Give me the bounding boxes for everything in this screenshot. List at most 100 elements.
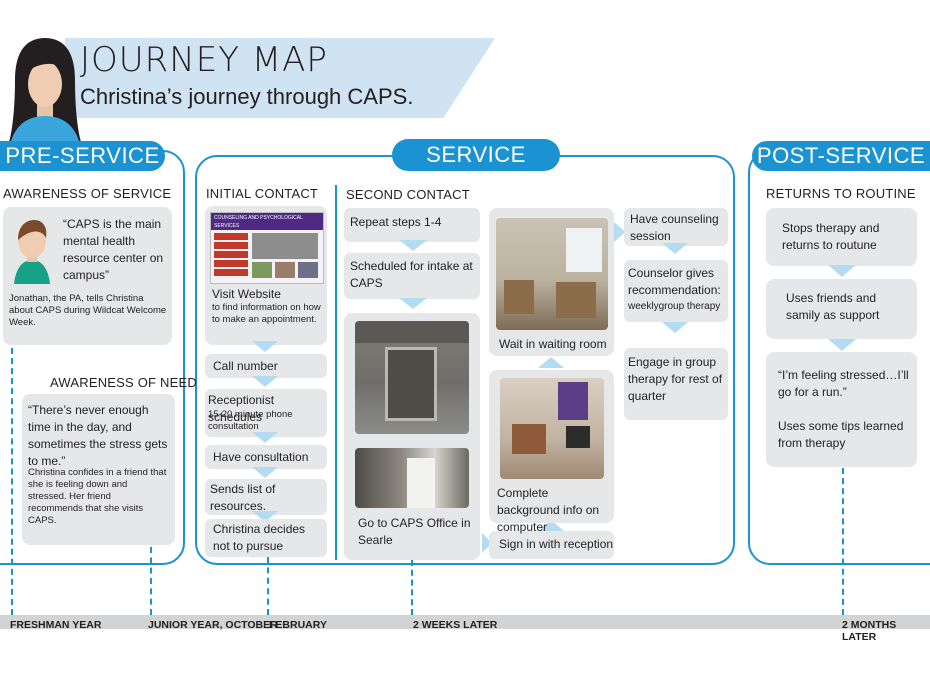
chevron-up-icon — [538, 357, 564, 368]
timeline-marker-3 — [267, 557, 269, 615]
awareness-service-header: AWARENESS OF SERVICE — [3, 186, 172, 201]
repeat-steps-label: Repeat steps 1-4 — [350, 215, 442, 229]
complete-bg-label: Complete background info on computer — [497, 486, 600, 534]
note-friend: Christina confides in a friend that she … — [28, 467, 167, 526]
timeline-marker-4 — [411, 560, 413, 615]
timeline-marker-1 — [11, 348, 13, 615]
second-contact-header: SECOND CONTACT — [346, 187, 470, 202]
waiting-chair-1 — [504, 280, 534, 314]
page-subtitle: Christina’s journey through CAPS. — [80, 84, 414, 109]
scheduled-label: Scheduled for intake at CAPS — [350, 259, 473, 290]
station-monitor — [566, 426, 590, 448]
decides-card: Christina decides not to pursue — [205, 519, 327, 557]
visit-website-card: COUNSELING AND PSYCHOLOGICAL SERVICES Vi… — [205, 206, 327, 345]
sends-list-label: Sends list of resources. — [210, 482, 276, 513]
awareness-need-header: AWARENESS OF NEED — [50, 375, 197, 390]
website-thumb-1 — [252, 262, 272, 278]
chevron-down-icon — [252, 376, 278, 387]
consultation-card: Have consultation — [205, 445, 327, 469]
complete-bg-card: Complete background info on computer — [489, 370, 614, 534]
call-number-card: Call number — [205, 354, 327, 378]
chevron-right-icon — [482, 533, 492, 553]
entrance-door — [385, 347, 437, 421]
timeline-marker-5 — [842, 468, 844, 615]
scheduled-card: Scheduled for intake at CAPS — [344, 253, 480, 299]
timeline-label-junior: JUNIOR YEAR, OCTOBER — [148, 619, 278, 631]
timeline-label-freshman: FRESHMAN YEAR — [10, 619, 102, 631]
receptionist-sub: 15-20 minute phone consultation — [208, 409, 293, 432]
chevron-down-icon — [252, 467, 278, 478]
visit-website-label: Visit Website — [212, 287, 281, 301]
website-menu-5 — [214, 269, 248, 276]
column-divider — [335, 185, 337, 560]
quote-stress: “There’s never enough time in the day, a… — [28, 403, 168, 468]
website-banner: COUNSELING AND PSYCHOLOGICAL SERVICES — [211, 213, 323, 230]
quote-caps: “CAPS is the main mental health resource… — [63, 217, 164, 282]
go-for-run-card: “I’m feeling stressed…I’ll go for a run.… — [766, 352, 917, 467]
website-menu-2 — [214, 242, 248, 249]
chevron-down-icon — [399, 298, 427, 309]
tips-label: Uses some tips learned from therapy — [778, 419, 904, 450]
chevron-right-icon — [614, 222, 625, 242]
timeline-marker-2 — [150, 547, 152, 615]
friends-support-label: Uses friends and samily as support — [786, 291, 880, 322]
caps-entrance-photo — [355, 321, 469, 434]
timeline-label-2weeks: 2 WEEKS LATER — [413, 619, 498, 631]
go-for-run-quote: “I’m feeling stressed…I’ll go for a run.… — [778, 368, 909, 399]
go-to-caps-label: Go to CAPS Office in Searle — [358, 516, 471, 547]
caps-hallway-photo — [355, 448, 469, 508]
chevron-down-icon — [662, 322, 688, 333]
page-title: JOURNEY MAP — [80, 40, 328, 80]
friends-support-card: Uses friends and samily as support — [766, 279, 917, 339]
website-photo — [252, 233, 318, 259]
wait-room-label: Wait in waiting room — [499, 337, 607, 351]
chevron-down-icon — [252, 341, 278, 352]
repeat-steps-card: Repeat steps 1-4 — [344, 208, 480, 242]
note-jonathan: Jonathan, the PA, tells Christina about … — [9, 293, 167, 328]
station-chair — [512, 424, 546, 454]
jonathan-avatar — [14, 220, 50, 284]
recommendation-card: Counselor gives recommendation: weeklygr… — [624, 260, 728, 322]
title-banner — [65, 38, 495, 118]
website-menu-4 — [214, 260, 248, 267]
receptionist-label: Receptionist schedules — [208, 393, 275, 424]
chevron-down-icon — [828, 265, 856, 277]
returns-routine-header: RETURNS TO ROUTINE — [766, 186, 916, 201]
group-therapy-card: Engage in group therapy for rest of quar… — [624, 348, 728, 420]
initial-contact-header: INITIAL CONTACT — [206, 186, 319, 201]
website-screenshot: COUNSELING AND PSYCHOLOGICAL SERVICES — [210, 212, 324, 284]
decides-label: Christina decides not to pursue — [213, 522, 306, 553]
waiting-chair-2 — [556, 282, 596, 318]
wait-room-card: Wait in waiting room — [489, 208, 614, 356]
recommendation-label: Counselor gives recommendation: — [628, 266, 721, 297]
entrance-canopy — [355, 321, 469, 343]
call-number-label: Call number — [213, 359, 278, 373]
chevron-down-icon — [252, 432, 278, 443]
receptionist-card: Receptionist schedules 15-20 minute phon… — [205, 389, 327, 437]
stops-therapy-card: Stops therapy and returns to routune — [766, 208, 917, 266]
group-therapy-label: Engage in group therapy for rest of quar… — [628, 355, 723, 403]
sends-list-card: Sends list of resources. — [205, 479, 327, 515]
timeline-label-february: FEBRUARY — [269, 619, 327, 631]
awareness-service-card: “CAPS is the main mental health resource… — [3, 207, 172, 345]
visit-website-sub: to find information on how to make an ap… — [212, 302, 321, 325]
timeline-label-2months: 2 MONTHS LATER — [842, 619, 897, 643]
computer-station-photo — [500, 378, 604, 479]
post-service-label: POST-SERVICE — [752, 141, 930, 171]
counseling-session-card: Have counseling session — [624, 208, 728, 246]
consultation-label: Have consultation — [213, 450, 309, 464]
christina-avatar — [9, 38, 81, 150]
website-thumb-2 — [275, 262, 295, 278]
counseling-session-label: Have counseling session — [630, 212, 719, 243]
chevron-down-icon — [828, 339, 856, 351]
sign-in-label: Sign in with reception — [499, 537, 614, 551]
website-thumb-3 — [298, 262, 318, 278]
recommendation-sub: weeklygroup therapy — [628, 301, 721, 312]
chevron-up-icon — [538, 520, 564, 531]
go-to-caps-card: Go to CAPS Office in Searle — [344, 313, 480, 560]
sign-in-card: Sign in with reception — [489, 531, 614, 559]
chevron-down-icon — [252, 511, 278, 522]
chevron-down-icon — [662, 243, 688, 254]
chevron-down-icon — [399, 240, 427, 251]
waiting-room-photo — [496, 218, 608, 330]
